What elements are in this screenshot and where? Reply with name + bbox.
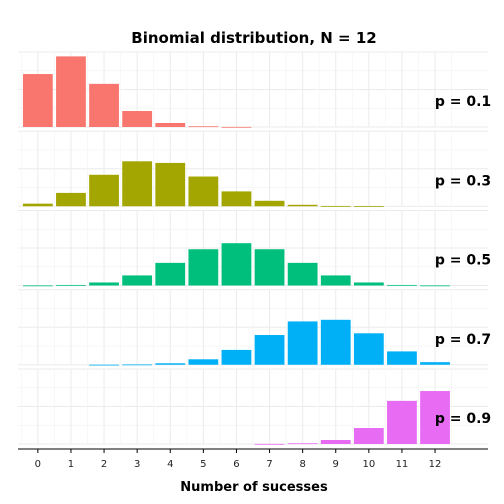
- x-tick-label: 8: [299, 459, 305, 470]
- bar: [155, 162, 186, 207]
- bar: [188, 359, 219, 365]
- bar: [320, 319, 351, 365]
- x-axis-title: Number of sucesses: [180, 480, 328, 495]
- bar: [56, 284, 86, 286]
- bar: [320, 440, 351, 444]
- bar: [287, 443, 318, 445]
- bar: [188, 126, 219, 128]
- bar: [221, 126, 252, 128]
- bar: [89, 83, 119, 127]
- bar: [56, 192, 86, 207]
- bar: [287, 204, 318, 207]
- x-tick-label: 7: [266, 459, 272, 470]
- bar: [320, 275, 351, 286]
- x-tick-label: 3: [134, 459, 140, 470]
- facet-panel: p = 0.5: [18, 210, 491, 287]
- bar: [155, 262, 186, 286]
- bar: [420, 391, 450, 444]
- bar: [89, 282, 119, 286]
- bar: [320, 205, 351, 207]
- facet-panel: p = 0.3: [18, 130, 491, 208]
- bar: [188, 176, 219, 207]
- bar: [122, 275, 153, 286]
- x-tick-label: 5: [200, 459, 206, 470]
- bar: [420, 285, 450, 287]
- facet-label: p = 0.1: [435, 94, 491, 110]
- x-tick-label: 2: [101, 459, 107, 470]
- bar: [287, 262, 318, 286]
- bar: [353, 428, 384, 444]
- x-axis: 0 1 2 3 4 5 6 7 8 9 10 11 12: [18, 448, 488, 470]
- x-tick-label: 4: [167, 459, 173, 470]
- x-tick-label: 10: [362, 459, 375, 470]
- bar: [254, 335, 285, 365]
- bar: [387, 284, 417, 286]
- bar: [122, 111, 153, 127]
- x-tick-label: 0: [35, 459, 41, 470]
- bar: [221, 191, 252, 207]
- chart-title: Binomial distribution, N = 12: [131, 29, 376, 47]
- facet-panel: p = 0.7: [18, 289, 491, 366]
- bar: [22, 74, 53, 127]
- facet-panel: p = 0.1: [18, 51, 491, 128]
- bar: [122, 161, 153, 207]
- bar: [287, 321, 318, 365]
- x-tick-label: 9: [333, 459, 339, 470]
- facet-label: p = 0.5: [435, 253, 491, 269]
- bar: [89, 364, 119, 366]
- bar: [22, 203, 53, 207]
- bar: [353, 333, 384, 365]
- bar: [254, 443, 285, 445]
- bar: [420, 362, 450, 365]
- x-tick-label: 6: [233, 459, 239, 470]
- facet-label: p = 0.9: [435, 411, 491, 427]
- bar: [56, 56, 86, 128]
- facet-label: p = 0.3: [435, 173, 491, 189]
- bar: [254, 200, 285, 207]
- facet-panels: p = 0.1 p = 0.3 p = 0.5 p = 0.7 p = 0.9: [18, 51, 491, 445]
- x-tick-label: 1: [68, 459, 74, 470]
- bar: [387, 400, 417, 444]
- bar: [254, 249, 285, 286]
- facet-label: p = 0.7: [435, 332, 491, 348]
- bar: [89, 174, 119, 207]
- x-tick-label: 11: [396, 459, 409, 470]
- facet-panel: p = 0.9: [18, 368, 491, 445]
- bar: [353, 206, 384, 208]
- bar: [353, 282, 384, 286]
- bar: [188, 249, 219, 286]
- bar: [155, 123, 186, 127]
- bar: [221, 349, 252, 365]
- bar: [122, 364, 153, 366]
- bar: [387, 351, 417, 365]
- x-tick-label: 12: [429, 459, 442, 470]
- bar: [221, 243, 252, 286]
- bar: [22, 285, 53, 287]
- bar: [155, 363, 186, 365]
